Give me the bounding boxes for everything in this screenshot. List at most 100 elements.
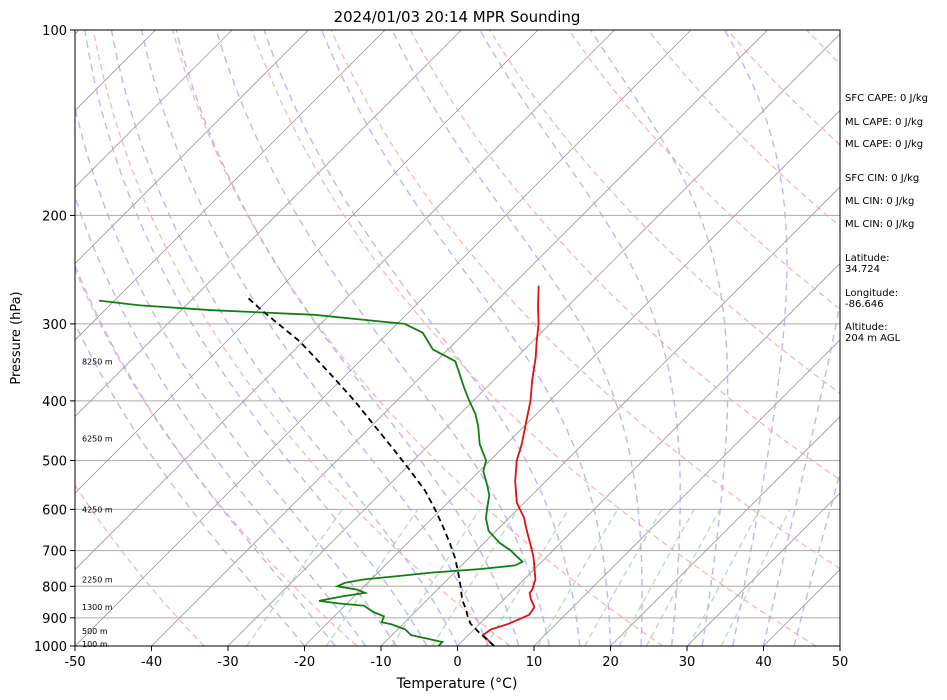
y-tick-label: 1000: [34, 640, 67, 655]
mixing-ratio-line: [246, 508, 343, 646]
sfc-cin-label: SFC CIN: 0 J/kg: [845, 173, 920, 184]
isotherm-line: [227, 33, 840, 646]
x-tick-label: -30: [217, 655, 238, 670]
dry-adiabat-line: [568, 30, 840, 310]
y-tick-label: 900: [42, 612, 67, 627]
mixing-ratio-line: [584, 508, 663, 646]
y-tick-label: 200: [42, 209, 67, 224]
y-axis-ticks: 100 200 300 400 500 600 700 800 900 1000: [34, 24, 75, 655]
isotherm-line: [75, 30, 386, 341]
height-label: 500 m: [82, 627, 108, 636]
moist-adiabat-line: [263, 30, 581, 646]
altitude-value: 204 m AGL: [845, 333, 901, 344]
ml-cape-label-2: ML CAPE: 0 J/kg: [845, 139, 924, 150]
moist-adiabat-line: [75, 194, 367, 646]
mixing-ratio-line: [720, 508, 791, 646]
y-tick-label: 700: [42, 545, 67, 560]
moist-adiabat-line: [75, 321, 306, 646]
latitude-heading: Latitude:: [845, 253, 890, 264]
mixing-ratio-line: [537, 508, 619, 646]
moist-adiabat-line: [110, 30, 459, 646]
isotherm-line: [75, 30, 462, 418]
moist-adiabat-line: [320, 30, 612, 646]
height-label: 4250 m: [82, 505, 113, 514]
moist-adiabat-line: [75, 104, 397, 646]
x-tick-label: 50: [832, 655, 849, 670]
x-tick-label: 20: [602, 655, 619, 670]
isotherm-line: [304, 109, 840, 646]
x-tick-label: 10: [526, 655, 543, 670]
ml-cape-label-1: ML CAPE: 0 J/kg: [845, 117, 924, 128]
x-tick-label: -40: [141, 655, 162, 670]
isotherm-line: [0, 30, 3, 646]
height-label: 8250 m: [82, 357, 113, 366]
moist-adiabat-line: [723, 30, 788, 646]
isotherm-grid: [0, 30, 840, 646]
parcel-profile: [244, 295, 495, 646]
isotherm-line: [457, 262, 840, 646]
isotherm-line: [75, 30, 539, 494]
moist-adiabat-line: [391, 30, 643, 646]
mixing-ratio-line: [618, 508, 695, 646]
longitude-value: -86.646: [845, 299, 884, 310]
x-tick-label: -20: [294, 655, 315, 670]
moist-adiabat-line: [215, 30, 550, 646]
dry-adiabat-line: [75, 483, 205, 646]
mixing-ratio-line: [431, 508, 519, 646]
dry-adiabat-line: [330, 30, 840, 570]
isotherm-line: [75, 30, 692, 646]
longitude-heading: Longitude:: [845, 288, 899, 299]
x-axis-label: Temperature (°C): [396, 676, 518, 692]
dry-adiabat-line: [171, 30, 664, 646]
moist-adiabat-line: [590, 30, 729, 646]
moist-adiabat-line: [75, 263, 336, 646]
ml-cin-label-2: ML CIN: 0 J/kg: [845, 219, 915, 230]
isotherm-line: [686, 492, 840, 646]
x-tick-label: 30: [679, 655, 696, 670]
isotherm-line: [75, 30, 233, 188]
chart-title: 2024/01/03 20:14 MPR Sounding: [334, 8, 581, 26]
y-tick-label: 100: [42, 24, 67, 39]
isotherm-line: [380, 186, 840, 646]
isotherm-line: [75, 30, 615, 571]
height-label: 6250 m: [82, 434, 113, 443]
y-tick-label: 300: [42, 318, 67, 333]
sounding-profiles: [98, 285, 540, 646]
ml-cin-label-1: ML CIN: 0 J/kg: [845, 196, 915, 207]
x-axis-ticks: -50 -40 -30 -20 -10 0 10 20 30 40 50: [64, 646, 848, 670]
mixing-ratio-line: [688, 508, 761, 646]
height-label: 2250 m: [82, 576, 113, 585]
height-label: 100 m: [82, 640, 108, 649]
height-label: 1300 m: [82, 603, 113, 612]
dry-adiabat-line: [251, 30, 817, 646]
sfc-cape-label: SFC CAPE: 0 J/kg: [845, 93, 928, 104]
altitude-heading: Altitude:: [845, 322, 888, 333]
plot-frame: [74, 29, 841, 647]
temperature-profile: [481, 285, 540, 646]
moist-adiabat-line: [479, 30, 681, 646]
y-axis-label: Pressure (hPa): [9, 291, 24, 384]
y-tick-label: 800: [42, 580, 67, 595]
mixing-ratio-line: [645, 508, 721, 646]
moist-adiabat-line: [84, 30, 428, 646]
mixing-ratio-lines: [246, 508, 791, 646]
dewpoint-profile: [98, 299, 525, 646]
isotherm-line: [151, 30, 768, 646]
mixing-ratio-line: [391, 508, 481, 646]
dry-adiabat-line: [489, 30, 840, 395]
x-tick-label: -50: [64, 655, 85, 670]
height-labels: 100 m 500 m 1300 m 2250 m 4250 m 6250 m 8250 m: [82, 357, 113, 649]
y-tick-label: 400: [42, 395, 67, 410]
x-tick-label: 0: [453, 655, 461, 670]
isotherm-line: [533, 339, 840, 646]
isotherm-line: [75, 30, 309, 265]
mixing-ratio-line: [325, 508, 419, 646]
moist-adiabat-line: [140, 30, 489, 646]
y-tick-label: 600: [42, 503, 67, 518]
y-tick-label: 500: [42, 455, 67, 470]
isotherm-line: [610, 415, 840, 646]
isobar-grid: [75, 30, 840, 646]
x-tick-label: 40: [755, 655, 772, 670]
latitude-value: 34.724: [845, 264, 880, 275]
